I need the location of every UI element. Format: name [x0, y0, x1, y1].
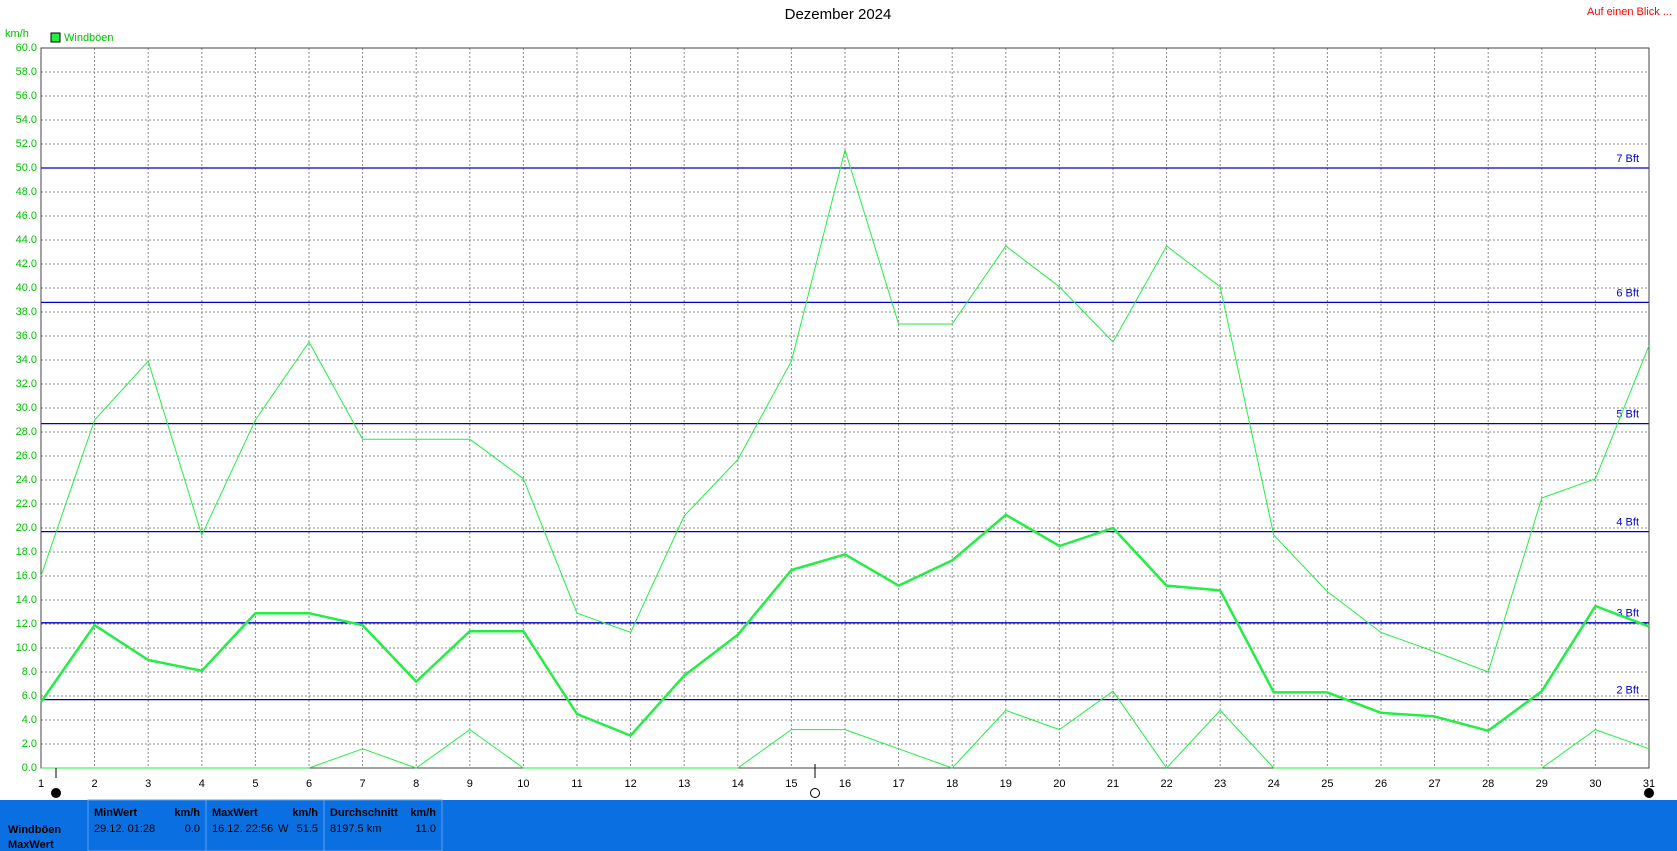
x-tick-label: 6 [306, 778, 312, 790]
column-date: 29.12. 01:28 [94, 823, 155, 835]
x-tick-label: 10 [517, 778, 529, 790]
y-tick-label: 40.0 [16, 282, 37, 294]
column-unit: km/h [174, 807, 200, 819]
y-tick-label: 10.0 [16, 642, 37, 654]
x-tick-label: 23 [1214, 778, 1226, 790]
x-tick-label: 26 [1375, 778, 1387, 790]
x-tick-label: 7 [360, 778, 366, 790]
x-tick-label: 1 [38, 778, 44, 790]
beaufort-label: 7 Bft [1616, 153, 1639, 165]
y-tick-label: 38.0 [16, 306, 37, 318]
y-tick-label: 12.0 [16, 618, 37, 630]
x-tick-label: 28 [1482, 778, 1494, 790]
column-title: Durchschnitt [330, 807, 398, 819]
summary-cell [323, 799, 443, 851]
x-tick-label: 18 [946, 778, 958, 790]
column-value: 51.5 [297, 823, 318, 835]
plot-frame [40, 47, 1650, 769]
y-tick-label: 46.0 [16, 210, 37, 222]
x-tick-label: 29 [1536, 778, 1548, 790]
x-tick-label: 15 [785, 778, 797, 790]
x-tick-label: 12 [624, 778, 636, 790]
y-axis-label: km/h [5, 28, 29, 40]
chart-title: Dezember 2024 [785, 6, 892, 23]
x-tick-label: 13 [678, 778, 690, 790]
column-title: MaxWert [212, 807, 258, 819]
row-label: MaxWert [8, 839, 54, 851]
column-unit: km/h [410, 807, 436, 819]
y-tick-label: 52.0 [16, 138, 37, 150]
column-value: 0.0 [185, 823, 200, 835]
summary-panel [0, 800, 1677, 851]
column-unit: km/h [292, 807, 318, 819]
y-tick-label: 42.0 [16, 258, 37, 270]
y-tick-label: 36.0 [16, 330, 37, 342]
y-tick-label: 22.0 [16, 498, 37, 510]
y-tick-label: 56.0 [16, 90, 37, 102]
y-tick-label: 28.0 [16, 426, 37, 438]
beaufort-label: 4 Bft [1616, 517, 1639, 529]
x-tick-label: 22 [1160, 778, 1172, 790]
legend-label: Windböen [64, 32, 114, 44]
x-tick-label: 8 [413, 778, 419, 790]
x-tick-label: 9 [467, 778, 473, 790]
x-tick-label: 24 [1268, 778, 1280, 790]
y-tick-label: 8.0 [22, 666, 37, 678]
y-tick-label: 30.0 [16, 402, 37, 414]
series-line [41, 690, 1650, 769]
column-title: MinWert [94, 807, 138, 819]
y-tick-label: 20.0 [16, 522, 37, 534]
y-tick-label: 44.0 [16, 234, 37, 246]
y-tick-label: 18.0 [16, 546, 37, 558]
y-tick-label: 16.0 [16, 570, 37, 582]
y-tick-label: 2.0 [22, 738, 37, 750]
marker [51, 788, 61, 798]
x-tick-label: 14 [732, 778, 744, 790]
y-tick-label: 4.0 [22, 714, 37, 726]
x-tick-label: 2 [92, 778, 98, 790]
y-tick-label: 48.0 [16, 186, 37, 198]
x-tick-label: 30 [1589, 778, 1601, 790]
column-direction: W [278, 823, 289, 835]
x-tick-label: 3 [145, 778, 151, 790]
y-tick-label: 58.0 [16, 66, 37, 78]
x-tick-label: 21 [1107, 778, 1119, 790]
series-line [39, 513, 1650, 737]
x-tick-label: 19 [1000, 778, 1012, 790]
column-date: 16.12. 22:56 [212, 823, 273, 835]
y-tick-label: 32.0 [16, 378, 37, 390]
column-date: 8197.5 km [330, 823, 381, 835]
overview-link[interactable]: Auf einen Blick ... [1587, 6, 1672, 18]
marker [1644, 788, 1654, 798]
y-tick-label: 6.0 [22, 690, 37, 702]
y-tick-label: 50.0 [16, 162, 37, 174]
x-tick-label: 5 [252, 778, 258, 790]
marker [810, 788, 820, 798]
x-tick-label: 4 [199, 778, 205, 790]
y-tick-label: 14.0 [16, 594, 37, 606]
plot: 0.0 2.0 4.0 6.0 8.0 10.0 12.0 14.0 16.0 18.0 20.0 2… [16, 42, 1656, 790]
beaufort-label: 2 Bft [1616, 685, 1639, 697]
summary-table: Windböen MaxWert MinWert km/h 29.12. 01:28 0.… [8, 799, 443, 851]
x-tick-label: 20 [1053, 778, 1065, 790]
y-tick-label: 60.0 [16, 42, 37, 54]
row-label: Windböen [8, 824, 61, 836]
legend-swatch [50, 32, 61, 43]
x-tick-label: 31 [1643, 778, 1655, 790]
column-value: 11.0 [415, 823, 436, 835]
y-tick-label: 26.0 [16, 450, 37, 462]
y-tick-label: 34.0 [16, 354, 37, 366]
y-tick-label: 0.0 [22, 762, 37, 774]
x-tick-label: 16 [839, 778, 851, 790]
x-tick-label: 27 [1428, 778, 1440, 790]
y-tick-label: 54.0 [16, 114, 37, 126]
x-tick-label: 17 [892, 778, 904, 790]
series-line [40, 149, 1650, 673]
beaufort-label: 6 Bft [1616, 287, 1639, 299]
x-tick-label: 25 [1321, 778, 1333, 790]
y-tick-label: 24.0 [16, 474, 37, 486]
x-tick-label: 11 [571, 778, 582, 790]
